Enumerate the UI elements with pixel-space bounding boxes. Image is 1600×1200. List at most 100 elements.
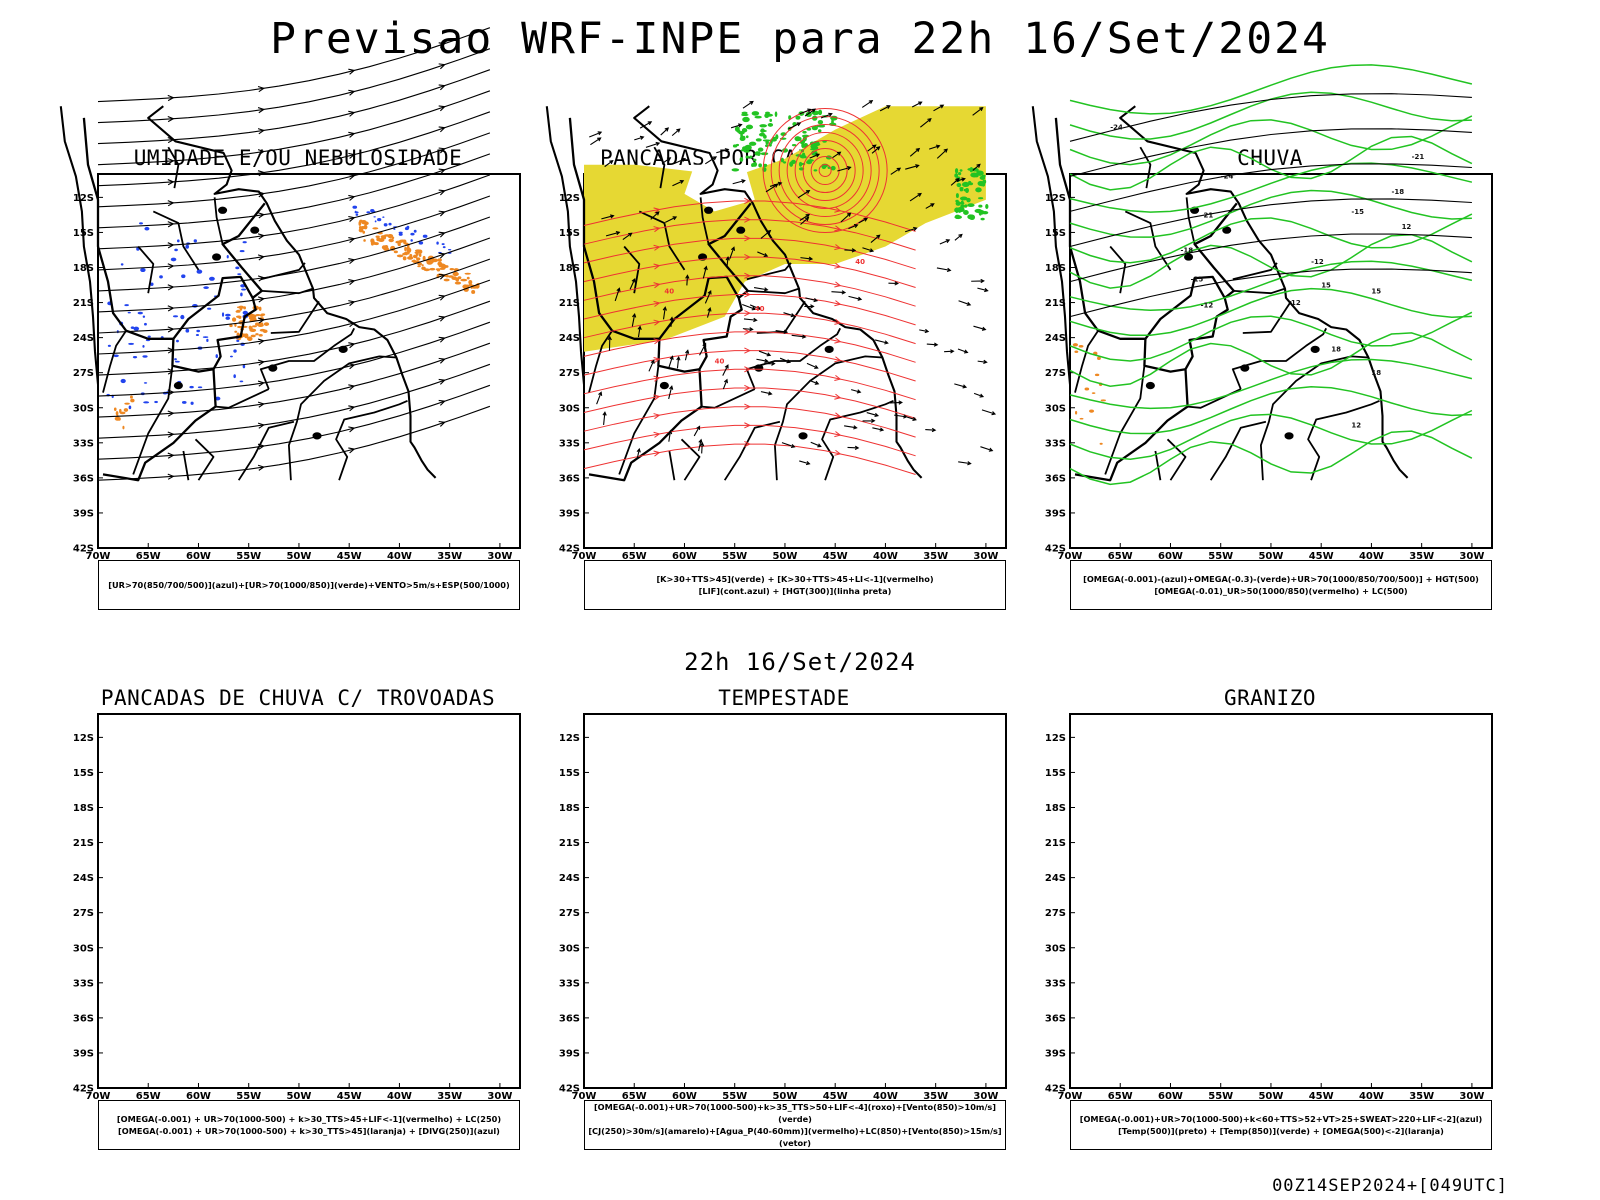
wind-arrow — [665, 216, 678, 223]
field-cell — [1078, 344, 1084, 348]
contour-line — [1069, 287, 1472, 337]
contour-line — [1069, 163, 1472, 212]
field-cell — [436, 241, 439, 245]
field-cell — [748, 141, 757, 146]
lake-icon — [218, 206, 228, 214]
wind-arrow — [831, 290, 847, 295]
flow-arrow — [257, 338, 266, 345]
lat-label: 18S — [559, 803, 580, 814]
streamline — [97, 363, 491, 439]
wind-arrow — [950, 177, 960, 186]
field-cell — [763, 163, 768, 168]
border-line — [588, 330, 613, 393]
lat-label: 24S — [559, 873, 580, 884]
field-cell — [225, 313, 231, 317]
wind-arrow — [805, 297, 819, 303]
flow-arrow — [348, 215, 356, 222]
map-frame — [97, 713, 521, 1089]
field-cell — [415, 249, 421, 252]
flow-arrow — [348, 173, 356, 180]
wind-arrow — [981, 409, 997, 416]
panel-title: TEMPESTADE — [718, 686, 850, 710]
field-cell — [437, 258, 442, 262]
field-cell — [393, 250, 398, 254]
flow-arrow — [653, 282, 661, 289]
field-cell — [956, 206, 965, 213]
field-cell — [755, 138, 762, 142]
flow-arrow — [167, 389, 175, 396]
wind-arrow — [607, 335, 612, 351]
field-cell — [172, 315, 179, 318]
wind-arrow — [905, 164, 920, 170]
lat-label: 21S — [559, 838, 580, 849]
lake-icon — [1310, 345, 1320, 353]
contour-labels: 40 40 40 40 — [664, 258, 865, 365]
field-cell — [225, 316, 231, 320]
field-cell — [978, 210, 983, 213]
flow-arrow — [438, 105, 446, 112]
pacific-coastline — [59, 106, 100, 385]
border-line — [259, 327, 356, 390]
wind-arrow — [799, 213, 811, 221]
contour-label: -24 — [1110, 124, 1123, 132]
field-cell — [366, 211, 371, 214]
border-line — [699, 197, 710, 245]
flow-arrow — [257, 191, 266, 198]
flow-arrow — [167, 473, 175, 480]
flow-arrow — [167, 179, 175, 186]
field-cell — [370, 238, 375, 244]
field-cell — [189, 385, 194, 389]
wind-arrow — [888, 281, 900, 286]
lat-label: 42S — [73, 1084, 94, 1095]
wind-arrow — [804, 304, 815, 309]
field-cell — [236, 339, 240, 342]
field-cell — [159, 275, 163, 279]
wind-arrow — [800, 256, 814, 261]
wind-arrow — [810, 441, 822, 448]
flow-arrow — [167, 326, 175, 333]
lon-label: 60W — [672, 551, 697, 562]
wind-arrow — [730, 123, 743, 129]
wind-arrow — [920, 118, 932, 128]
border-line — [1143, 338, 1186, 373]
field-cell — [426, 260, 433, 265]
lake-icon — [1222, 226, 1232, 234]
wind-arrow — [799, 460, 811, 466]
lon-label: 60W — [672, 1091, 697, 1102]
field-cell — [242, 364, 246, 369]
lake-icon — [659, 381, 669, 390]
border-line — [1109, 245, 1127, 294]
field-cell — [956, 183, 962, 188]
wind-arrow — [742, 327, 754, 332]
field-cell — [452, 271, 459, 277]
spiral-ring — [778, 124, 872, 218]
border-line — [1209, 420, 1267, 481]
field-cell — [969, 166, 974, 173]
border-line — [1232, 262, 1278, 281]
lon-label: 55W — [236, 551, 261, 562]
field-cell — [128, 405, 132, 410]
field-cell — [361, 219, 367, 225]
field-cell — [154, 400, 158, 404]
border-line — [821, 399, 894, 481]
lon-label: 70W — [1058, 1091, 1083, 1102]
flow-arrow — [257, 170, 266, 177]
border-line — [653, 146, 666, 189]
wind-arrow — [636, 447, 641, 460]
lon-label: 40W — [387, 1091, 412, 1102]
flow-arrow — [834, 356, 842, 363]
flow-arrow — [744, 216, 751, 223]
field-cell — [768, 143, 772, 147]
lon-label: 55W — [1208, 551, 1233, 562]
wind-arrow — [957, 348, 969, 354]
field-cell — [410, 232, 415, 236]
streamline — [97, 27, 491, 103]
field-cell — [377, 218, 382, 222]
flow-arrow — [744, 310, 751, 317]
lon-label: 65W — [136, 551, 161, 562]
forecast-map: 1008101210161020102410281012101610205765… — [73, 173, 521, 562]
contour-label: 40 — [664, 287, 674, 295]
wind-arrow — [645, 141, 661, 148]
lat-label: 15S — [73, 768, 94, 779]
